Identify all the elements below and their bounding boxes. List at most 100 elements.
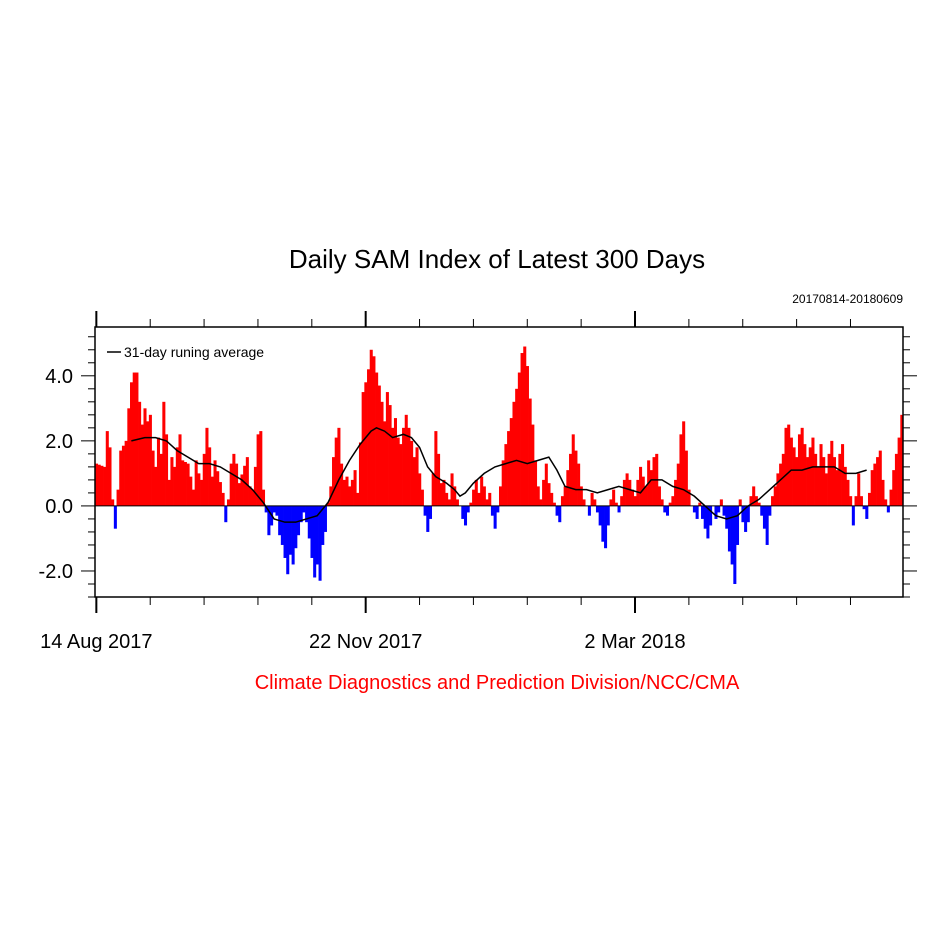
index-bar [534,460,538,506]
index-bar [550,492,554,506]
index-bar [499,486,503,506]
index-bar [722,505,726,516]
index-bar [606,505,610,526]
index-bar [649,470,653,506]
index-bar [415,447,419,506]
index-bar [657,486,661,506]
index-bar [515,388,519,506]
index-bar [218,482,222,506]
index-bar [676,463,680,506]
index-bar [310,505,314,558]
index-bar [418,473,422,506]
index-bar [490,505,494,516]
index-bar [205,427,209,506]
index-bar [733,505,737,584]
index-bar [741,505,745,523]
index-bar [334,437,338,506]
index-bar [216,471,220,506]
index-bar [706,505,710,539]
index-bar [305,505,309,523]
index-bar [781,453,785,506]
index-bar [286,505,290,575]
index-bar [356,492,360,506]
index-bar [439,483,443,506]
index-bar [162,401,166,506]
index-bar [391,427,395,506]
index-bar [744,505,748,532]
index-bar [442,479,446,506]
index-bar [119,450,123,506]
index-bar [375,372,379,506]
index-bar [313,505,317,578]
index-bar [485,499,489,506]
index-bar [663,505,667,513]
index-bar [665,505,670,516]
index-bar [679,434,683,506]
date-range-label: 20170814-20180609 [792,292,903,306]
index-bar [609,499,613,506]
index-bar [127,408,131,506]
index-bar [878,450,882,506]
index-bar [507,431,511,506]
index-bar [682,421,686,506]
x-axis: 14 Aug 2017 22 Nov 2017 2 Mar 2018 [40,311,851,653]
index-bar [283,505,287,558]
index-bar [757,502,761,506]
index-bar [574,450,578,506]
index-bar [528,398,532,506]
index-bar [884,499,888,506]
index-bar [862,505,866,510]
index-bar [97,464,101,506]
index-bar [897,437,901,506]
index-bar [124,440,128,506]
index-bar [555,505,559,516]
index-bar [224,505,228,523]
y-tick-label: 2.0 [45,431,73,453]
index-bar [364,382,368,506]
index-bar [808,447,812,506]
index-bar [480,476,484,506]
index-bar [595,505,599,513]
index-bar [671,496,675,506]
index-bar [245,457,249,506]
index-bar [674,479,678,506]
index-bar [130,382,134,506]
index-bar [587,505,591,516]
index-bar [593,499,597,506]
index-bar [235,463,239,506]
index-bar [870,470,874,506]
index-bar [571,434,575,506]
index-bar [143,408,147,506]
index-bar [348,486,352,506]
index-bar [824,473,828,506]
index-bar [838,453,842,506]
index-bar [886,505,890,513]
index-bar [525,366,529,506]
index-bar [835,470,839,506]
index-bar [350,479,354,506]
index-bar [857,473,861,506]
index-bar [867,492,872,506]
index-bar [447,499,451,506]
index-bar [183,462,187,506]
index-bar [221,492,225,506]
index-bar [854,496,858,506]
index-bar [709,505,713,526]
index-bar [577,463,581,506]
index-bar [692,505,696,513]
index-bar [240,474,244,506]
y-tick-label: 4.0 [45,366,73,388]
index-bar [558,505,562,523]
index-bar [100,465,104,506]
index-bar [614,502,618,506]
index-bar [482,486,486,506]
index-bar [488,492,492,506]
index-bar [894,453,898,506]
index-bar [103,466,107,506]
index-bar [832,457,837,506]
index-bar [229,463,233,506]
index-bar [404,414,408,506]
index-bar [806,457,810,506]
index-bar [340,463,344,506]
